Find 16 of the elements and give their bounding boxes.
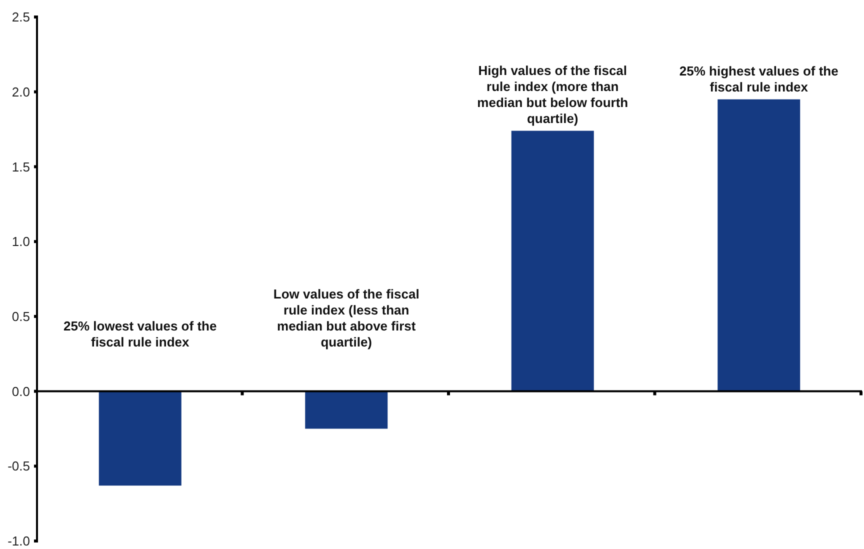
x-tick-label: Low values of the fiscal rule index (less than median but above first quartile) [273, 286, 420, 350]
bar [718, 99, 800, 392]
x-tick-label: 25% lowest values of the fiscal rule index [64, 318, 217, 350]
y-tick-label: -1.0 [8, 534, 30, 549]
y-tick-label: 2.5 [12, 10, 30, 25]
y-tick-label: 1.0 [12, 234, 30, 250]
x-tick-label: 25% highest values of the fiscal rule index [679, 63, 838, 94]
x-tick-label: High values of the fiscal rule index (more than median but below fourth quartile) [477, 62, 628, 126]
bar [305, 391, 388, 429]
bar [511, 130, 594, 392]
y-tick-label: 2.0 [12, 84, 30, 100]
y-tick-label: 1.5 [12, 159, 30, 174]
y-tick-label: -0.5 [8, 458, 30, 474]
y-tick-label: 0.0 [12, 384, 30, 399]
bar [98, 391, 182, 486]
y-tick-label: 0.5 [12, 308, 30, 324]
